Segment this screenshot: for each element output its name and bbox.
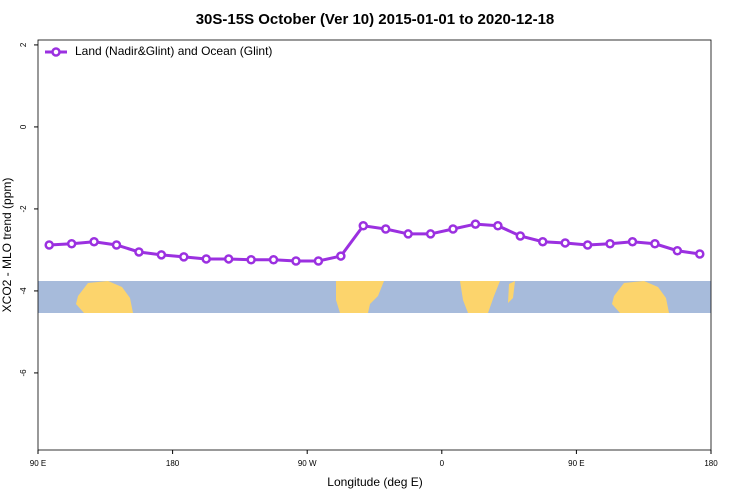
- data-point: [538, 236, 548, 247]
- land-australia: [76, 281, 133, 313]
- data-point: [403, 229, 413, 239]
- data-point: [470, 219, 481, 229]
- x-tick-label: 90 E: [30, 459, 46, 468]
- x-tick-label: 180: [166, 459, 180, 468]
- data-point: [695, 249, 705, 259]
- data-point: [515, 231, 526, 241]
- land-south-america: [336, 281, 384, 313]
- data-point: [156, 250, 167, 260]
- map-strip: [38, 281, 711, 313]
- plot-frame: [37, 39, 712, 451]
- data-point: [560, 238, 570, 248]
- data-point: [246, 255, 256, 265]
- data-point: [380, 224, 391, 234]
- data-point: [179, 252, 189, 262]
- data-point: [89, 236, 99, 247]
- data-point: [336, 251, 346, 261]
- data-point: [672, 245, 683, 256]
- data-point: [201, 254, 211, 264]
- legend-label: Land (Nadir&Glint) and Ocean (Glint): [75, 44, 272, 58]
- data-point: [582, 240, 593, 250]
- y-tick-label: -6: [19, 369, 28, 377]
- data-point: [223, 254, 234, 264]
- data-point: [627, 236, 638, 247]
- y-tick-label: 2: [19, 42, 28, 47]
- land-australia-2: [612, 281, 669, 313]
- data-point: [268, 255, 279, 265]
- data-point: [605, 239, 615, 249]
- land-madagascar: [508, 281, 515, 303]
- data-point: [448, 224, 458, 234]
- x-tick-label: 180: [704, 459, 718, 468]
- y-axis-label: XCO2 - MLO trend (ppm): [0, 178, 14, 313]
- data-point: [291, 256, 301, 266]
- x-tick-label: 90 E: [568, 459, 584, 468]
- data-point: [425, 229, 436, 239]
- land-africa: [460, 281, 500, 313]
- legend-marker: [51, 47, 61, 57]
- data-point: [44, 240, 54, 250]
- data-point: [650, 239, 660, 249]
- data-point: [66, 239, 77, 249]
- chart-title: 30S-15S October (Ver 10) 2015-01-01 to 2…: [196, 11, 555, 28]
- x-tick-label: 0: [440, 459, 445, 468]
- data-point: [313, 256, 324, 266]
- y-tick-label: -2: [19, 205, 28, 213]
- x-tick-label: 90 W: [298, 459, 317, 468]
- x-axis-label: Longitude (deg E): [327, 475, 422, 489]
- data-point: [111, 240, 122, 250]
- data-point: [493, 220, 503, 231]
- y-tick-label: 0: [19, 124, 28, 129]
- data-point: [358, 220, 369, 231]
- y-tick-label: -4: [19, 287, 28, 295]
- series-line: [49, 222, 701, 263]
- data-point: [134, 247, 144, 257]
